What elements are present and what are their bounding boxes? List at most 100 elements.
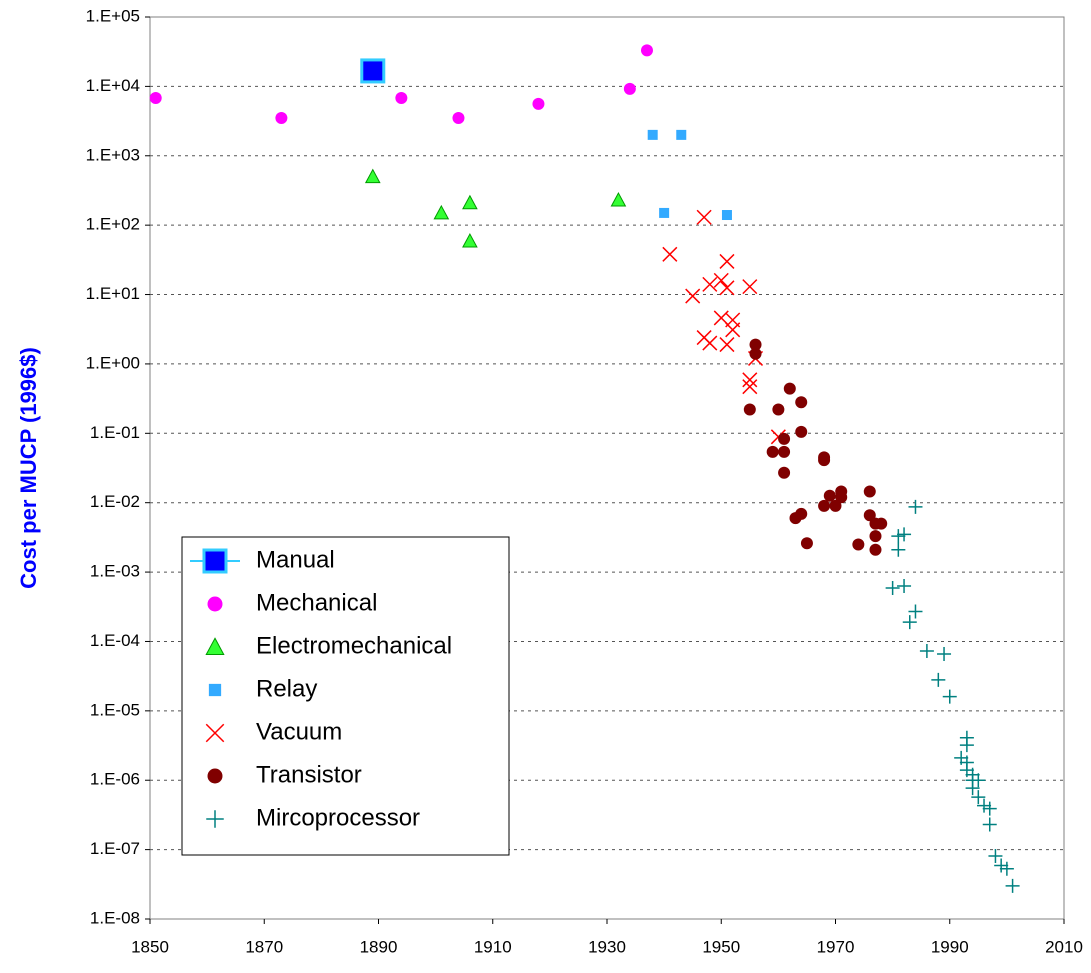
marker <box>977 798 992 813</box>
marker <box>835 491 848 504</box>
marker <box>725 322 741 338</box>
marker <box>452 112 465 125</box>
marker <box>942 689 957 704</box>
marker <box>719 280 735 296</box>
y-tick-label: 1.E-07 <box>90 839 140 858</box>
marker <box>988 848 1003 863</box>
marker <box>640 44 653 57</box>
legend-label: Relay <box>256 675 317 702</box>
marker <box>364 168 381 184</box>
legend-label: Manual <box>256 546 335 573</box>
marker <box>795 396 808 409</box>
marker <box>823 489 836 502</box>
marker <box>795 425 808 438</box>
y-tick-label: 1.E-03 <box>90 562 140 581</box>
marker <box>685 288 701 304</box>
marker <box>818 451 831 464</box>
marker <box>891 529 906 544</box>
marker <box>908 499 923 514</box>
y-tick-label: 1.E-04 <box>90 631 140 650</box>
legend-label: Transistor <box>256 761 362 788</box>
y-tick-label: 1.E+01 <box>86 284 140 303</box>
x-tick-label: 1910 <box>474 937 512 956</box>
marker <box>149 92 162 105</box>
marker <box>800 537 813 550</box>
marker <box>772 403 785 416</box>
marker <box>869 530 882 543</box>
y-tick-label: 1.E-01 <box>90 423 140 442</box>
marker <box>778 466 791 479</box>
marker <box>891 542 906 557</box>
marker <box>863 509 876 522</box>
marker <box>869 543 882 556</box>
marker <box>897 527 912 542</box>
legend-label: Mircoprocessor <box>256 804 420 831</box>
marker <box>982 801 997 816</box>
marker <box>742 279 758 295</box>
marker <box>395 92 408 105</box>
legend-label: Mechanical <box>256 589 377 616</box>
marker <box>719 253 735 269</box>
marker <box>659 207 670 218</box>
marker <box>937 646 952 661</box>
marker <box>749 347 762 360</box>
y-tick-label: 1.E+02 <box>86 215 140 234</box>
x-tick-label: 1890 <box>360 937 398 956</box>
marker <box>676 129 687 140</box>
marker <box>1005 878 1020 893</box>
marker <box>994 858 1009 873</box>
marker <box>623 82 636 95</box>
y-tick-label: 1.E-05 <box>90 700 140 719</box>
marker <box>742 379 758 395</box>
legend-box <box>181 536 510 856</box>
marker <box>971 773 986 788</box>
x-tick-label: 1950 <box>702 937 740 956</box>
x-tick-label: 1970 <box>817 937 855 956</box>
marker <box>462 194 478 210</box>
marker <box>931 672 946 687</box>
marker <box>721 210 732 221</box>
marker <box>982 817 997 832</box>
y-tick-label: 1.E+05 <box>86 6 140 25</box>
marker <box>971 790 986 805</box>
marker <box>749 338 762 351</box>
x-tick-label: 1870 <box>245 937 283 956</box>
marker <box>702 335 718 351</box>
marker <box>275 112 288 125</box>
marker <box>719 337 735 353</box>
marker <box>965 781 980 796</box>
marker <box>610 192 627 207</box>
marker <box>696 209 712 225</box>
y-tick-label: 1.E+03 <box>86 145 140 164</box>
marker <box>742 372 758 388</box>
marker <box>532 97 545 110</box>
legend-marker <box>207 768 223 784</box>
legend-label: Vacuum <box>256 718 342 745</box>
marker <box>885 580 900 595</box>
marker <box>999 861 1014 876</box>
x-tick-label: 1930 <box>588 937 626 956</box>
legend-marker <box>205 723 225 743</box>
marker <box>852 538 865 551</box>
legend-marker <box>208 683 222 697</box>
marker <box>713 272 729 288</box>
marker <box>702 276 718 292</box>
marker <box>959 738 974 753</box>
marker <box>647 129 658 140</box>
x-tick-label: 1990 <box>931 937 969 956</box>
marker <box>433 204 450 220</box>
x-tick-label: 1850 <box>131 937 169 956</box>
legend-marker <box>205 637 225 655</box>
marker <box>863 485 876 498</box>
marker <box>919 643 934 658</box>
x-tick-label: 2010 <box>1045 937 1083 956</box>
marker <box>908 604 923 619</box>
legend-marker <box>202 548 228 574</box>
legend-label: Electromechanical <box>256 632 452 659</box>
marker <box>902 615 917 630</box>
marker <box>766 445 779 458</box>
marker <box>462 232 478 248</box>
marker <box>360 58 386 84</box>
legend-marker <box>207 596 223 612</box>
y-tick-label: 1.E-06 <box>90 770 140 789</box>
